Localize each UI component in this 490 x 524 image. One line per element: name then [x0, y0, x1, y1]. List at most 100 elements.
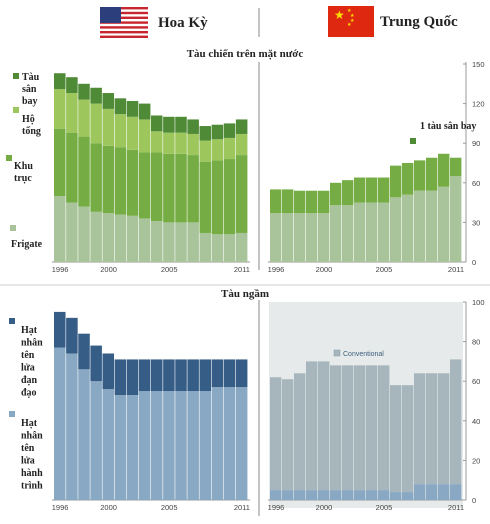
bar-frigate-2000: [102, 213, 115, 262]
bar-destroyer-1998: [294, 190, 306, 214]
bar-frigate-2003: [354, 202, 366, 262]
y-tick-label: 80: [472, 338, 480, 347]
bar-ssbn-2000: [102, 353, 115, 390]
bar-destroyer-2002: [126, 149, 139, 216]
bar-destroyer-1998: [78, 136, 90, 207]
bar-ssbn-2010: [223, 359, 236, 388]
bar-ssbn-2007: [187, 359, 199, 392]
bar-destroyer-2003: [138, 152, 151, 219]
bar-ssn-1996: [54, 347, 66, 500]
y-tick-label: 120: [472, 100, 485, 109]
bar-ssbn-2011: [235, 359, 248, 388]
bar-ssn-2008: [199, 391, 212, 500]
y-tick-label: 60: [472, 179, 480, 188]
bar-frigate-1996: [54, 196, 66, 262]
bar-carrier-1996: [54, 73, 66, 90]
right-country-label: Trung Quốc: [380, 14, 458, 30]
bar-escort-2004: [151, 131, 163, 153]
legend-swatch-escort: [13, 107, 19, 113]
bar-destroyer-2010: [438, 153, 450, 187]
bar-escort-2006: [175, 132, 187, 154]
bar-carrier-2005: [163, 116, 175, 133]
bar-conventional-2011: [450, 359, 462, 485]
bar-destroyer-2010: [223, 159, 236, 235]
bar-ssn-1998: [78, 369, 90, 500]
bar-ssn-2003: [138, 391, 151, 500]
bar-destroyer-2008: [414, 160, 426, 191]
bar-frigate-2001: [114, 214, 127, 262]
bar-destroyer-1996: [270, 189, 282, 214]
bar-escort-1999: [90, 103, 102, 144]
bar-conventional-2004: [366, 365, 378, 491]
bar-frigate-1997: [282, 213, 294, 262]
x-tick-label: 2005: [161, 265, 178, 274]
bar-destroyer-2002: [342, 180, 354, 206]
bar-destroyer-2001: [114, 147, 127, 215]
legend-word: nhân: [21, 431, 43, 442]
bar-frigate-2004: [151, 221, 163, 262]
bar-carrier-2009: [211, 124, 224, 140]
y-tick-label: 0: [472, 258, 476, 267]
bar-escort-1996: [54, 89, 66, 129]
bar-frigate-2009: [211, 234, 224, 262]
svg-text:★: ★: [334, 8, 345, 22]
bar-destroyer-2005: [163, 153, 175, 223]
bar-frigate-1998: [78, 206, 90, 262]
carrier-annotation-marker: [410, 138, 416, 144]
surface-ships-title: Tàu chiến trên mặt nước: [187, 48, 304, 60]
bar-ssn-2001: [114, 395, 127, 500]
x-tick-label: 2000: [316, 265, 333, 274]
bar-ssbn-2001: [114, 359, 127, 396]
x-tick-label: 1996: [52, 265, 69, 274]
bar-escort-2003: [138, 119, 151, 153]
bar-ssbn-1996: [54, 311, 66, 348]
bar-carrier-1997: [66, 77, 78, 94]
bar-destroyer-1997: [282, 189, 294, 214]
bar-conventional-2008: [414, 373, 426, 485]
bar-ssn-2011: [235, 387, 248, 500]
legend-word: Tàu: [22, 72, 40, 83]
bar-escort-2008: [199, 140, 212, 162]
x-tick-label: 2011: [234, 265, 250, 274]
bar-escort-2009: [211, 139, 224, 161]
bar-frigate-2008: [414, 190, 426, 262]
bar-ssbn-2008: [199, 359, 212, 392]
bar-ssn-2010: [438, 484, 450, 500]
legend-ssn-label: Hạt nhân tên lửa hành trình: [21, 418, 43, 492]
bar-ssn-2004: [151, 391, 163, 500]
bar-carrier-2003: [138, 103, 151, 120]
bar-ssn-2000: [318, 490, 330, 500]
bar-frigate-2006: [175, 222, 187, 262]
legend-word: đạo: [21, 388, 37, 399]
bar-ssn-2003: [354, 490, 366, 500]
us-submarine-bars: [54, 311, 248, 500]
bar-escort-1997: [66, 93, 78, 133]
bar-frigate-1998: [294, 213, 306, 262]
y-tick-label: 0: [472, 496, 476, 505]
bar-ssbn-2002: [126, 359, 139, 396]
y-tick-label: 150: [472, 60, 485, 69]
bar-carrier-1998: [78, 83, 90, 100]
bar-ssbn-1999: [90, 345, 102, 382]
bar-ssbn-2003: [138, 359, 151, 392]
bar-conventional-2005: [378, 365, 390, 491]
bar-conventional-2006: [390, 385, 402, 493]
bar-ssn-2006: [390, 492, 402, 500]
legend-word: tống: [22, 126, 41, 137]
legend-word: hành: [21, 468, 43, 479]
legend-swatch-ssbn: [9, 318, 15, 324]
bar-ssn-1999: [306, 490, 318, 500]
cn-surface-bars: [270, 153, 462, 262]
bar-destroyer-2006: [390, 165, 402, 198]
bar-ssn-2007: [187, 391, 199, 500]
legend-escort-label: Hộ tống: [22, 114, 41, 137]
x-tick-label: 2005: [161, 503, 178, 512]
bar-destroyer-1999: [90, 143, 102, 212]
bar-frigate-1996: [270, 213, 282, 262]
bar-escort-2005: [163, 132, 175, 154]
legend-word: lửa: [21, 456, 35, 467]
x-tick-label: 1996: [52, 503, 69, 512]
bar-conventional-2000: [318, 361, 330, 491]
bar-ssn-2007: [402, 492, 414, 500]
x-tick-label: 2011: [234, 503, 250, 512]
